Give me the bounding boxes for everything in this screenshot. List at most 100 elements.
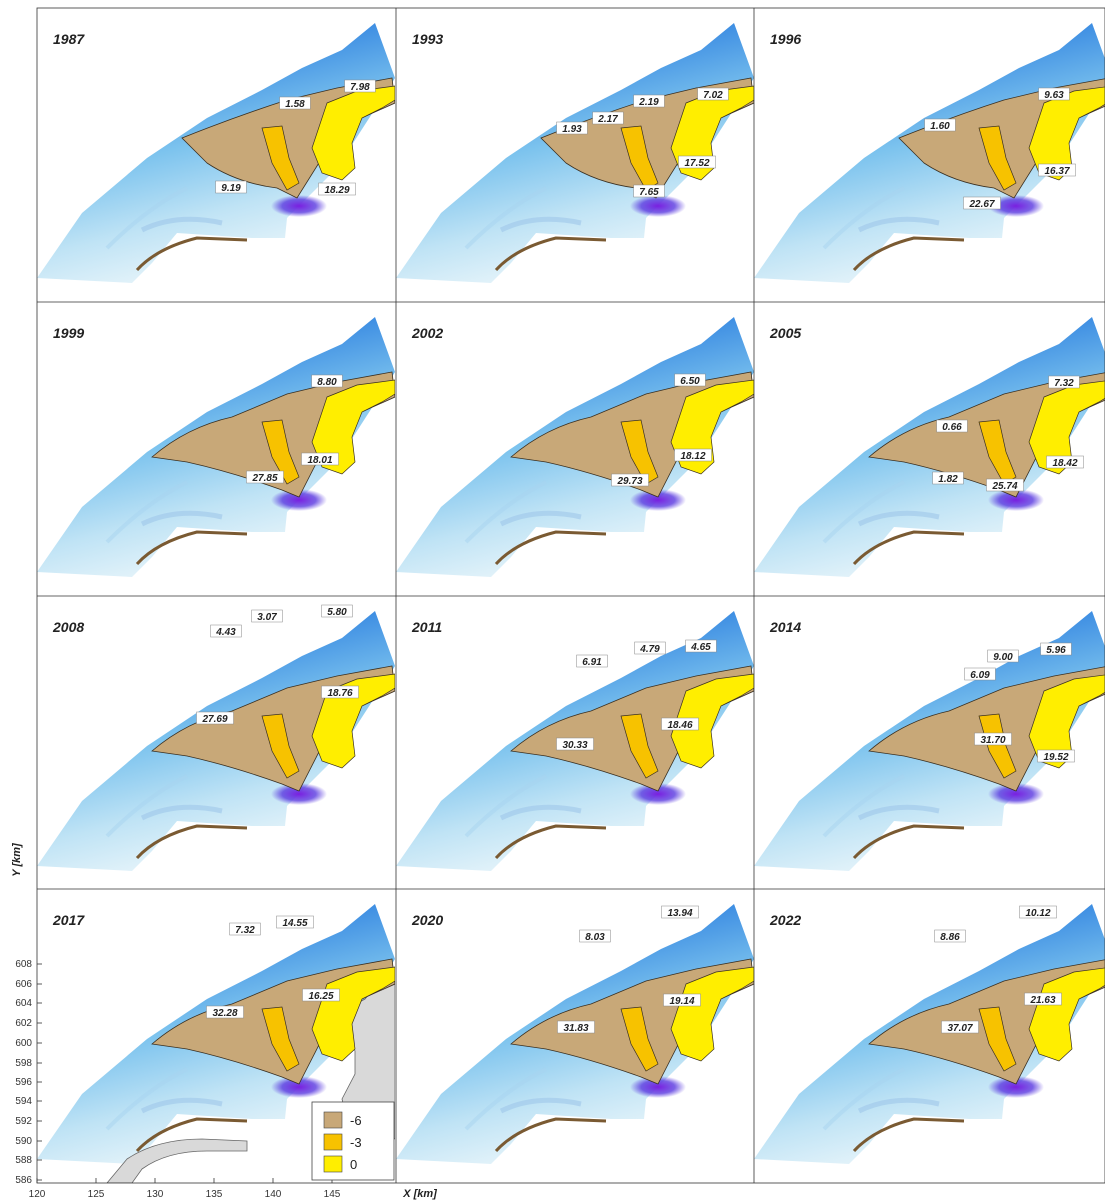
value-label: 14.55	[276, 915, 314, 929]
value-label: 18.42	[1046, 455, 1084, 469]
value-label: 0.66	[936, 419, 968, 433]
sandbank	[105, 480, 188, 544]
beach-line	[494, 236, 607, 272]
value-label-text: 7.98	[350, 82, 370, 93]
value-label-text: 7.32	[235, 925, 255, 936]
legend-label: -3	[350, 1135, 362, 1150]
value-label-text: 1.82	[938, 474, 958, 485]
value-label: 18.76	[321, 685, 359, 699]
map-panel-2022: 2022 10.12 8.86 21.63 37.07	[754, 904, 1105, 1164]
value-label: 4.43	[210, 624, 242, 638]
value-label: 7.32	[229, 922, 261, 936]
value-label: 7.98	[344, 79, 376, 93]
map-panel-2011: 2011 4.79 4.65 6.91 18.46 30.33	[396, 611, 754, 871]
isobath-minus3	[978, 125, 1017, 191]
panel-year: 2017	[52, 912, 85, 928]
channel	[271, 1076, 327, 1098]
value-label: 22.67	[963, 196, 1001, 210]
value-label: 19.14	[663, 993, 701, 1007]
value-label-text: 3.07	[257, 612, 277, 623]
isobath-minus3	[978, 419, 1017, 485]
value-label-text: 1.58	[285, 99, 305, 110]
value-label-text: 6.09	[970, 670, 990, 681]
isobath-zero	[311, 85, 395, 181]
y-tick-label: 608	[15, 959, 32, 970]
value-label-text: 16.37	[1044, 166, 1069, 177]
value-label-text: 2.17	[597, 114, 618, 125]
isobath-minus3	[261, 1006, 300, 1072]
value-label-text: 18.46	[667, 720, 692, 731]
y-axis-title: Y [km]	[11, 843, 23, 877]
isobath-minus3	[261, 125, 300, 191]
sandbank	[822, 186, 905, 250]
beach-line	[494, 1117, 607, 1153]
value-label-text: 4.65	[690, 642, 711, 653]
panel-year: 2002	[411, 325, 443, 341]
legend-swatch	[323, 1155, 343, 1173]
value-label: 16.25	[302, 988, 340, 1002]
x-tick-label: 135	[206, 1189, 223, 1200]
sandbank	[140, 216, 223, 233]
isobath-zero	[1028, 86, 1105, 181]
value-label-text: 7.65	[639, 187, 659, 198]
panel-year: 2014	[769, 619, 801, 635]
y-tick-label: 602	[15, 1018, 32, 1029]
value-label: 13.94	[661, 905, 699, 919]
x-tick-label: 130	[147, 1189, 164, 1200]
value-label-text: 4.79	[639, 644, 660, 655]
isobath-minus3	[261, 713, 300, 779]
value-label: 6.09	[964, 667, 996, 681]
value-label: 8.03	[579, 929, 611, 943]
sandbank	[464, 1067, 547, 1131]
value-label: 9.63	[1038, 87, 1070, 101]
value-label-text: 6.91	[582, 657, 602, 668]
value-label: 32.28	[206, 1005, 244, 1019]
beach-line	[852, 530, 965, 566]
value-label: 18.46	[661, 717, 699, 731]
sandbank	[857, 510, 940, 527]
value-label-text: 17.52	[684, 158, 709, 169]
value-label: 2.19	[633, 94, 665, 108]
sandbank	[822, 1067, 905, 1131]
value-label-text: 30.33	[562, 740, 587, 751]
value-label: 7.02	[697, 87, 729, 101]
panel-grid: 1987 7.98 1.58 18.29 9.19 1993 7.02 2.19 2.17 1.9…	[37, 23, 1105, 1183]
value-label: 1.60	[924, 118, 956, 132]
x-tick-label: 140	[265, 1189, 282, 1200]
value-label: 5.80	[321, 604, 353, 618]
map-panel-2017: 2017 14.55 7.32 16.25 32.28	[37, 904, 395, 1183]
sandbank	[140, 804, 223, 821]
beach-line	[494, 530, 607, 566]
value-label-text: 1.93	[562, 124, 582, 135]
value-label: 8.86	[934, 929, 966, 943]
sandbank	[857, 1097, 940, 1114]
y-tick-label: 592	[15, 1116, 32, 1127]
outer-frame	[36, 7, 1105, 1184]
beach-line	[135, 530, 248, 566]
land-area	[106, 1138, 248, 1183]
isobath-zero	[1028, 967, 1105, 1062]
isobath-zero	[670, 673, 754, 769]
y-tick-label: 598	[15, 1058, 32, 1069]
panel-year: 2022	[769, 912, 801, 928]
value-label: 25.74	[986, 478, 1024, 492]
value-label: 1.93	[556, 121, 588, 135]
value-label-text: 19.52	[1043, 752, 1068, 763]
map-panel-2008: 2008 3.07 5.80 4.43 18.76 27.69	[37, 604, 395, 871]
y-tick-label: 596	[15, 1077, 32, 1088]
isobath-zero	[670, 966, 754, 1062]
x-tick-label: 120	[29, 1189, 46, 1200]
value-label: 30.33	[556, 737, 594, 751]
value-label-text: 18.29	[324, 185, 349, 196]
channel	[630, 783, 686, 805]
sandbank	[105, 186, 188, 250]
value-label-text: 18.76	[327, 688, 352, 699]
value-label: 29.73	[611, 473, 649, 487]
value-label: 16.37	[1038, 163, 1076, 177]
value-label-text: 18.01	[307, 455, 332, 466]
legend-swatch	[323, 1133, 343, 1151]
beach-line	[135, 824, 248, 860]
panel-year: 2005	[769, 325, 801, 341]
value-label-text: 9.63	[1044, 90, 1064, 101]
y-tick-label: 600	[15, 1038, 32, 1049]
